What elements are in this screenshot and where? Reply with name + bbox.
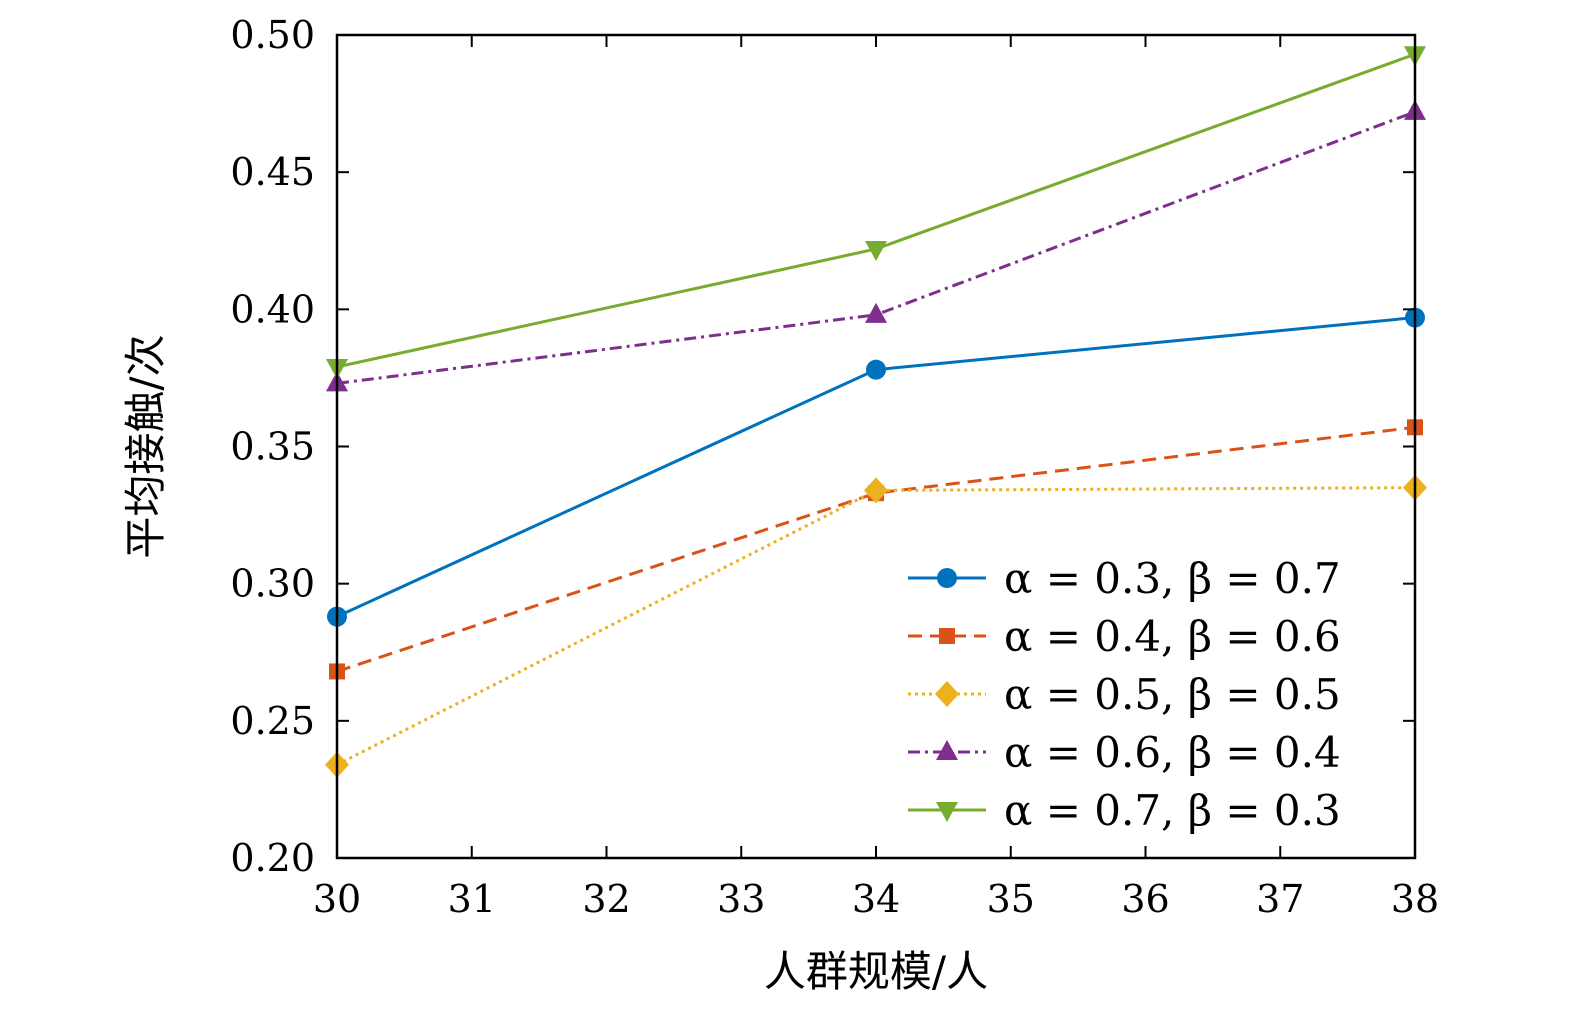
legend-item: α = 0.7, β = 0.3 bbox=[908, 786, 1341, 835]
legend: α = 0.3, β = 0.7 α = 0.4, β = 0.6 α = 0.5,… bbox=[908, 554, 1341, 835]
x-axis-title: 人群规模/人 bbox=[764, 947, 988, 996]
legend-label: α = 0.5, β = 0.5 bbox=[1004, 670, 1341, 719]
legend-marker bbox=[939, 628, 955, 644]
x-tick-label: 38 bbox=[1391, 877, 1439, 921]
x-tick-label: 30 bbox=[313, 877, 361, 921]
y-tick-label: 0.45 bbox=[230, 150, 315, 194]
legend-label: α = 0.3, β = 0.7 bbox=[1004, 554, 1341, 603]
y-tick-label: 0.40 bbox=[230, 287, 315, 331]
legend-marker bbox=[936, 740, 958, 760]
y-axis-title: 平均接触/次 bbox=[121, 334, 170, 558]
y-tick-label: 0.25 bbox=[230, 699, 315, 743]
legend-item: α = 0.3, β = 0.7 bbox=[908, 554, 1341, 603]
legend-marker bbox=[937, 568, 957, 588]
legend-label: α = 0.6, β = 0.4 bbox=[1004, 728, 1341, 777]
legend-marker bbox=[936, 802, 958, 822]
y-tick-label: 0.20 bbox=[230, 836, 315, 880]
legend-label: α = 0.7, β = 0.3 bbox=[1004, 786, 1341, 835]
x-tick-label: 36 bbox=[1121, 877, 1169, 921]
x-tick-label: 31 bbox=[448, 877, 496, 921]
data-point bbox=[865, 302, 887, 323]
data-point bbox=[865, 240, 887, 261]
series-5 bbox=[326, 46, 1426, 379]
series-line bbox=[336, 425, 1416, 673]
data-point bbox=[866, 359, 886, 380]
legend-label: α = 0.4, β = 0.6 bbox=[1004, 612, 1341, 661]
y-tick-label: 0.50 bbox=[230, 13, 315, 57]
x-tick-label: 37 bbox=[1256, 877, 1304, 921]
plot-marks bbox=[325, 46, 1427, 778]
legend-marker bbox=[935, 681, 959, 707]
x-tick-label: 35 bbox=[987, 877, 1035, 921]
x-tick-label: 33 bbox=[717, 877, 765, 921]
data-point bbox=[864, 477, 888, 504]
y-tick-label: 0.30 bbox=[230, 562, 315, 606]
x-tick-label: 34 bbox=[852, 877, 900, 921]
axis-ticks: 30 31 32 33 34 35 36 37 38 0.20 0.25 0.30 0.35 0.40 0.… bbox=[230, 13, 1439, 921]
x-tick-label: 32 bbox=[582, 877, 630, 921]
legend-item: α = 0.4, β = 0.6 bbox=[908, 612, 1341, 661]
legend-item: α = 0.5, β = 0.5 bbox=[908, 670, 1341, 719]
legend-item: α = 0.6, β = 0.4 bbox=[908, 728, 1341, 777]
series-3 bbox=[325, 474, 1427, 778]
y-tick-label: 0.35 bbox=[230, 425, 315, 469]
